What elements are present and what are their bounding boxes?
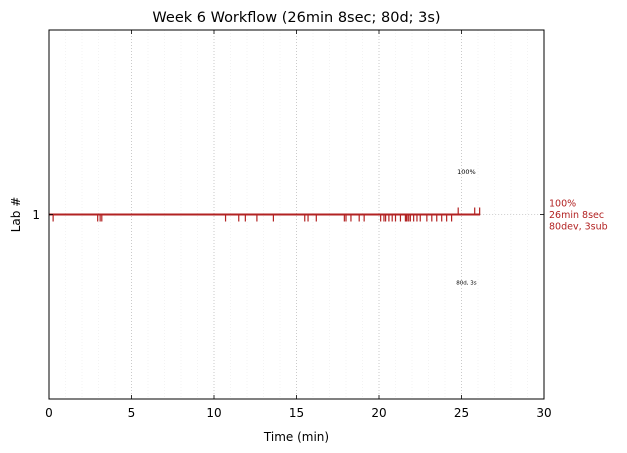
- lab-progress-label: 100%: [457, 168, 476, 176]
- x-tick-label: 30: [536, 406, 551, 420]
- x-tick-label: 20: [371, 406, 386, 420]
- y-tick-label: 1: [32, 208, 40, 222]
- x-axis-label: Time (min): [263, 430, 329, 444]
- x-tick-label: 5: [128, 406, 136, 420]
- x-tick-label: 10: [206, 406, 221, 420]
- tick-layer: 0 5 10 15 20 25 30 1: [32, 30, 552, 420]
- lab-summary-label: 26min 8sec: [549, 210, 604, 221]
- y-axis-label: Lab #: [9, 197, 23, 233]
- lab-summary-label: 100%: [549, 199, 576, 210]
- x-tick-label: 0: [45, 406, 53, 420]
- x-tick-label: 25: [454, 406, 469, 420]
- chart-title: Week 6 Workflow (26min 8sec; 80d; 3s): [152, 10, 440, 26]
- lab-summary-label: 80dev, 3sub: [549, 222, 608, 233]
- lab-count-label: 80d, 3s: [456, 281, 476, 287]
- x-tick-label: 15: [289, 406, 304, 420]
